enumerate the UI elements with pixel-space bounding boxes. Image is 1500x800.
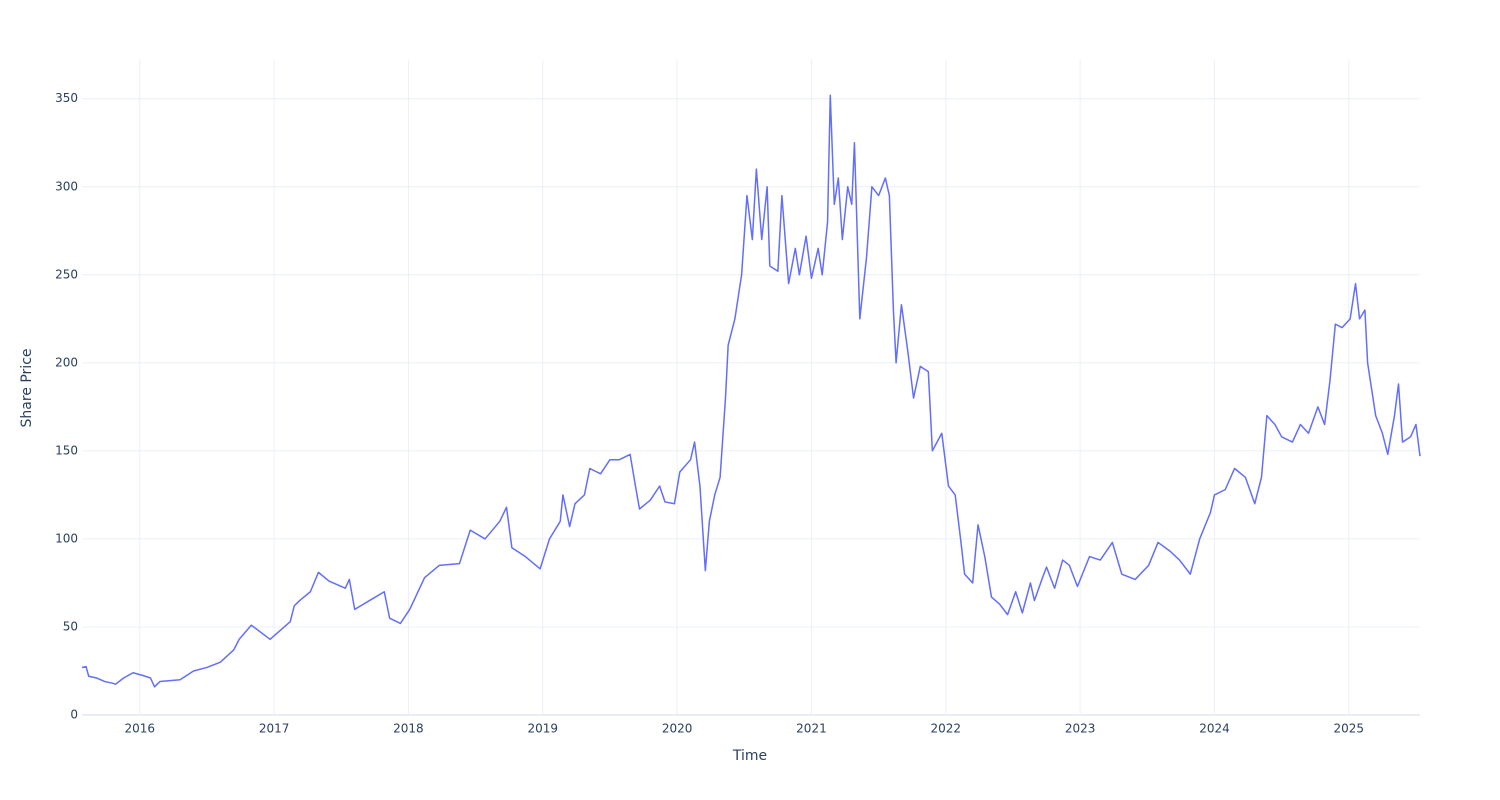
x-tick-label: 2017 [259,722,290,736]
y-axis-title: Share Price [19,348,35,427]
y-tick-label: 300 [55,179,78,193]
x-tick-label: 2025 [1334,722,1365,736]
x-tick-label: 2023 [1065,722,1096,736]
y-tick-label: 200 [55,355,78,369]
x-tick-label: 2018 [393,722,424,736]
x-axis-title: Time [732,748,767,764]
x-tick-label: 2019 [528,722,559,736]
x-tick-label: 2021 [796,722,827,736]
y-tick-label: 50 [63,619,78,633]
x-tick-label: 2016 [124,722,155,736]
x-tick-label: 2020 [662,722,693,736]
y-tick-label: 350 [55,91,78,105]
y-tick-label: 150 [55,443,78,457]
x-tick-label: 2022 [931,722,962,736]
price-line [81,94,1421,688]
x-tick-label: 2024 [1199,722,1230,736]
y-tick-label: 0 [70,708,78,722]
y-tick-label: 250 [55,267,78,281]
y-tick-label: 100 [55,531,78,545]
